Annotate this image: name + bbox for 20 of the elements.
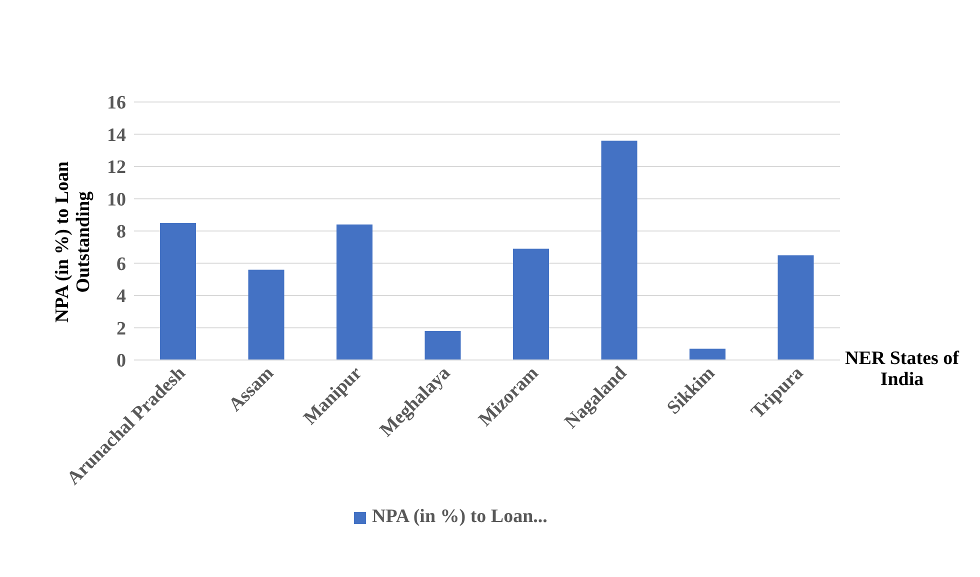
y-tick-label: 10 — [107, 189, 126, 210]
bar — [778, 255, 814, 360]
y-tick-label: 14 — [107, 124, 126, 146]
y-axis-title: NPA (in %) to Loan Outstanding — [52, 160, 94, 325]
y-tick-label: 2 — [116, 318, 126, 340]
bar — [424, 330, 461, 360]
bar — [601, 140, 638, 360]
bar — [690, 348, 726, 360]
x-axis-title: NER States of India — [844, 348, 960, 390]
y-tick-label: 12 — [107, 157, 126, 178]
legend-label: NPA (in %) to Loan... — [372, 506, 548, 528]
y-tick-label: 4 — [116, 286, 126, 308]
bar — [336, 224, 372, 360]
y-tick-label: 8 — [116, 222, 126, 243]
bar — [513, 248, 549, 360]
bar — [248, 270, 284, 360]
bar — [160, 222, 196, 360]
y-tick-label: 16 — [107, 92, 126, 114]
y-tick-label: 6 — [116, 254, 126, 275]
y-tick-label: 0 — [116, 350, 126, 372]
